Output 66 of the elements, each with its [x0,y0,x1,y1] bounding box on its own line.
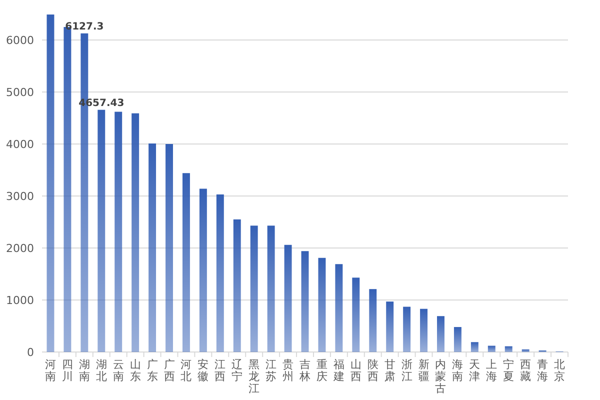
bar [267,226,275,352]
x-tick-label: 广西 [164,358,175,383]
y-tick-label: 0 [27,346,34,359]
x-tick-label: 重庆 [316,358,328,383]
x-tick-label: 北京 [554,358,566,383]
x-tick-label: 四川 [62,358,73,383]
bar [470,342,478,352]
y-tick-label: 2000 [6,242,34,255]
bar [182,173,190,352]
x-tick-label: 吉林 [298,358,310,383]
x-tick-label: 陕西 [367,358,378,383]
x-tick-label: 宁夏 [503,358,514,383]
x-tick-label: 天津 [469,358,480,383]
bar [216,194,224,352]
x-tick-label: 湖北 [96,358,107,383]
x-tick-label: 新疆 [418,358,430,383]
bar [132,113,140,352]
x-tick-label: 贵州 [282,358,294,383]
bar [148,143,156,352]
bar [386,302,394,352]
bar [437,316,444,352]
x-tick-label: 湖南 [78,358,90,383]
bar [114,112,122,352]
bar [318,258,326,352]
bar [352,278,360,352]
x-tick-label: 西藏 [520,358,532,383]
x-tick-label: 安徽 [198,358,209,383]
bar [335,264,343,352]
x-tick-label: 河北 [180,358,192,383]
bar [46,14,54,352]
x-tick-label: 海南 [452,358,464,383]
x-tick-label: 云南 [112,358,124,383]
bar [403,306,411,352]
y-tick-label: 5000 [6,86,34,99]
x-tick-label: 青海 [537,358,548,383]
bar [250,226,258,352]
x-tick-label: 浙江 [401,358,412,383]
y-tick-label: 3000 [6,190,34,203]
x-tick-label: 甘肃 [384,358,396,383]
data-label: 6127.3 [65,21,104,32]
x-tick-label: 江苏 [266,358,277,383]
y-tick-label: 4000 [6,138,34,151]
bar [166,144,173,352]
bar [504,346,512,352]
x-tick-label: 山西 [350,358,362,383]
bar [522,349,530,352]
bar [199,188,207,352]
x-tick-label: 内蒙古 [435,358,446,395]
x-tick-label: 广东 [146,358,158,383]
x-tick-label: 福建 [332,358,344,383]
x-tick-label: 山东 [130,358,141,383]
bar [233,219,241,352]
bar [369,289,377,352]
bar [301,251,309,352]
x-tick-label: 上海 [486,358,498,383]
bar [420,308,428,352]
x-tick-label: 河南 [44,358,56,383]
bar [98,110,106,352]
bar [488,346,496,352]
y-tick-label: 1000 [6,294,34,307]
y-tick-label: 6000 [6,34,34,47]
x-tick-label: 江西 [214,358,226,383]
bar [454,327,462,352]
x-tick-label: 黑龙江 [248,358,260,395]
x-tick-label: 辽宁 [232,358,243,383]
bar [284,244,292,352]
